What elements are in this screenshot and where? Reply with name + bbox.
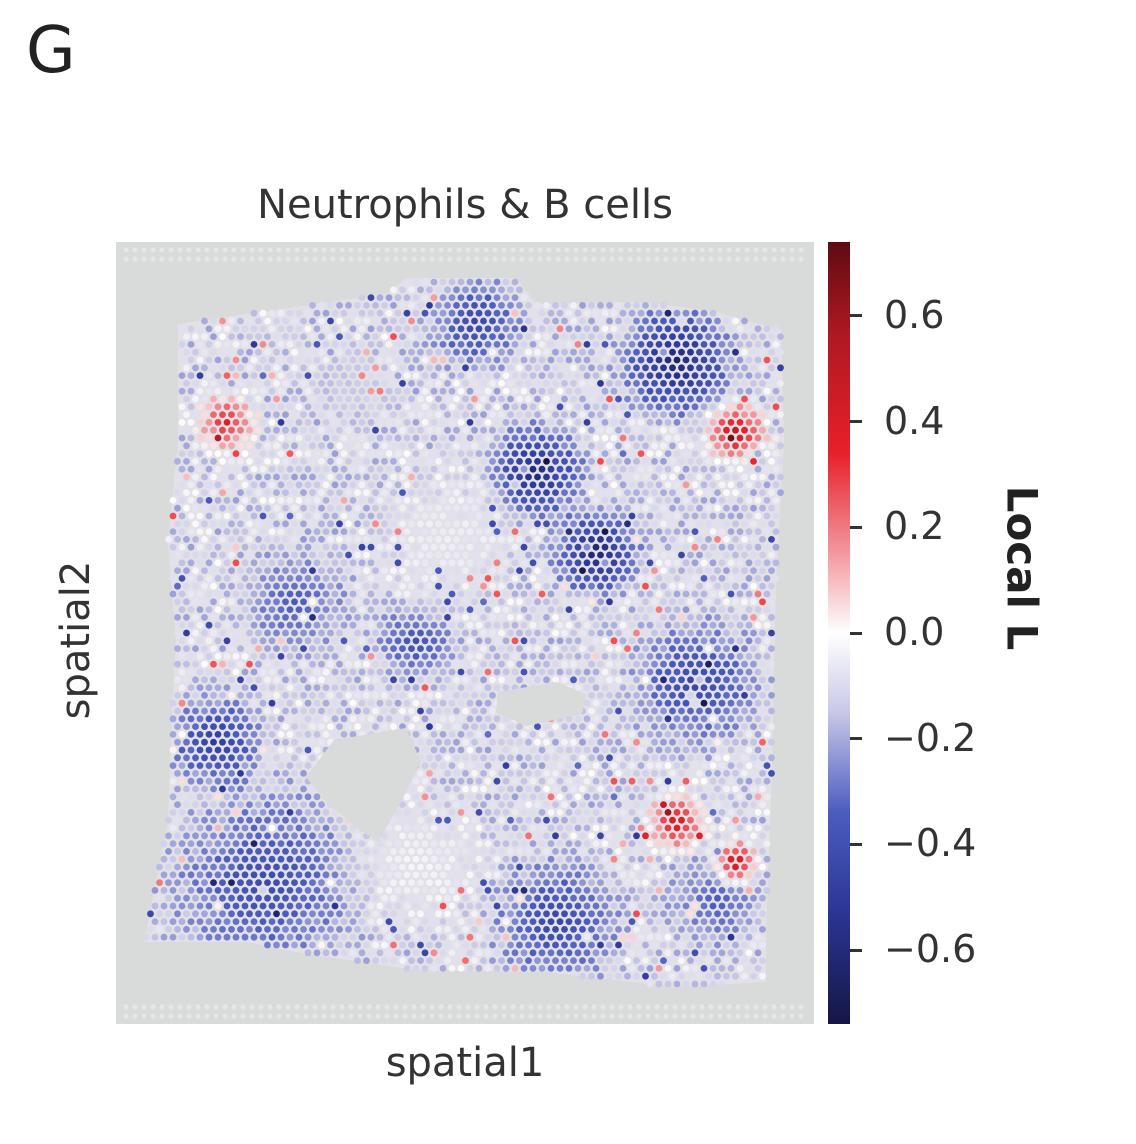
- colorbar-tick-label: 0.2: [884, 504, 945, 549]
- colorbar-tick-label: 0.0: [884, 610, 945, 654]
- capture-area-dots: [123, 247, 804, 1019]
- colorbar-tick-label: −0.6: [884, 927, 977, 972]
- colorbar-tick-label: −0.4: [884, 821, 977, 866]
- tissue-hole-right: [496, 682, 586, 726]
- spots-layer: [142, 278, 784, 988]
- x-axis-label: spatial1: [385, 1040, 545, 1086]
- spatial-plot: [116, 242, 814, 1024]
- colorbar-tick-label: −0.2: [884, 715, 977, 760]
- colorbar-tick: [850, 631, 862, 635]
- colorbar-tick: [850, 737, 862, 741]
- colorbar-tick: [850, 525, 862, 529]
- colorbar-tick-label: 0.4: [884, 398, 945, 443]
- colorbar-tick-label: 0.6: [884, 292, 945, 337]
- colorbar: [828, 242, 850, 1024]
- colorbar-tick: [850, 842, 862, 846]
- chart-title: Neutrophils & B cells: [257, 182, 673, 228]
- panel-letter: G: [26, 14, 76, 88]
- colorbar-tick: [850, 420, 862, 424]
- colorbar-title: Local L: [997, 485, 1047, 651]
- colorbar-tick: [850, 314, 862, 318]
- y-axis-label: spatial2: [53, 560, 99, 720]
- tissue-hole-left: [306, 728, 421, 842]
- colorbar-tick: [850, 948, 862, 952]
